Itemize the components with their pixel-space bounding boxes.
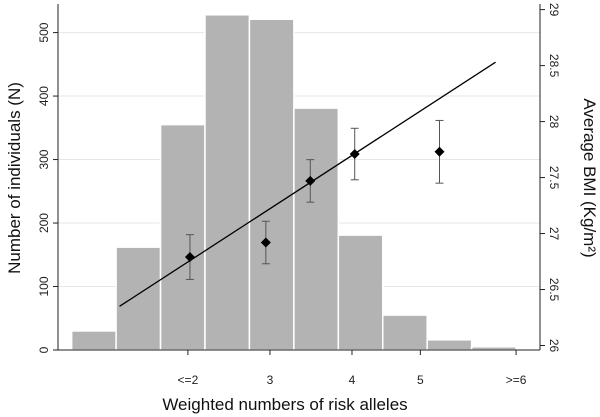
y-right-tick-label: 29 <box>547 3 561 17</box>
x-tick-label: 5 <box>417 373 424 387</box>
y-right-tick-label: 28 <box>547 115 561 129</box>
histogram-bar <box>337 234 384 351</box>
x-axis-title: Weighted numbers of risk alleles <box>162 395 407 414</box>
y-left-tick-label: 500 <box>37 22 51 42</box>
x-tick-label: <=2 <box>178 373 199 387</box>
y-right-tick-label: 27.5 <box>547 166 561 190</box>
y-right-tick-label: 28.5 <box>547 54 561 78</box>
y-right-tick-label: 26 <box>547 339 561 353</box>
histogram-bar <box>248 18 295 351</box>
histogram-bar <box>204 14 251 351</box>
bmi-point-marker <box>305 175 316 186</box>
histogram-bar <box>70 330 117 351</box>
bmi-point-marker <box>349 149 360 160</box>
bmi-point-marker <box>184 252 195 263</box>
axes: 0 100 200 300 400 500 26 26.5 27 27.5 28 28.5 29 <=2 3… <box>37 3 561 387</box>
bmi-points <box>184 119 445 280</box>
y-right-tick-label: 26.5 <box>547 278 561 302</box>
histogram-bar <box>293 107 340 351</box>
histogram-bar <box>382 314 428 351</box>
bmi-point-marker <box>434 146 445 157</box>
y-left-tick-label: 0 <box>37 346 51 353</box>
x-tick-label: 3 <box>267 373 274 387</box>
y-right-tick-label: 27 <box>547 227 561 241</box>
histogram-bar <box>115 246 162 351</box>
y-left-tick-label: 200 <box>37 213 51 233</box>
y-left-tick-label: 100 <box>37 276 51 296</box>
y-axis-left-title: Number of individuals (N) <box>5 82 24 274</box>
y-axis-right-title: Average BMI (Kg/m²) <box>580 98 599 257</box>
y-left-tick-label: 400 <box>37 86 51 106</box>
y-left-tick-label: 300 <box>37 149 51 169</box>
histogram-bars <box>70 14 517 351</box>
histogram-bar <box>159 123 206 351</box>
regression-line <box>119 61 496 307</box>
x-tick-label: >=6 <box>506 373 527 387</box>
x-tick-label: 4 <box>349 373 356 387</box>
fit-line <box>119 61 496 307</box>
histogram-bar <box>426 339 473 351</box>
bmi-point-marker <box>260 237 271 248</box>
